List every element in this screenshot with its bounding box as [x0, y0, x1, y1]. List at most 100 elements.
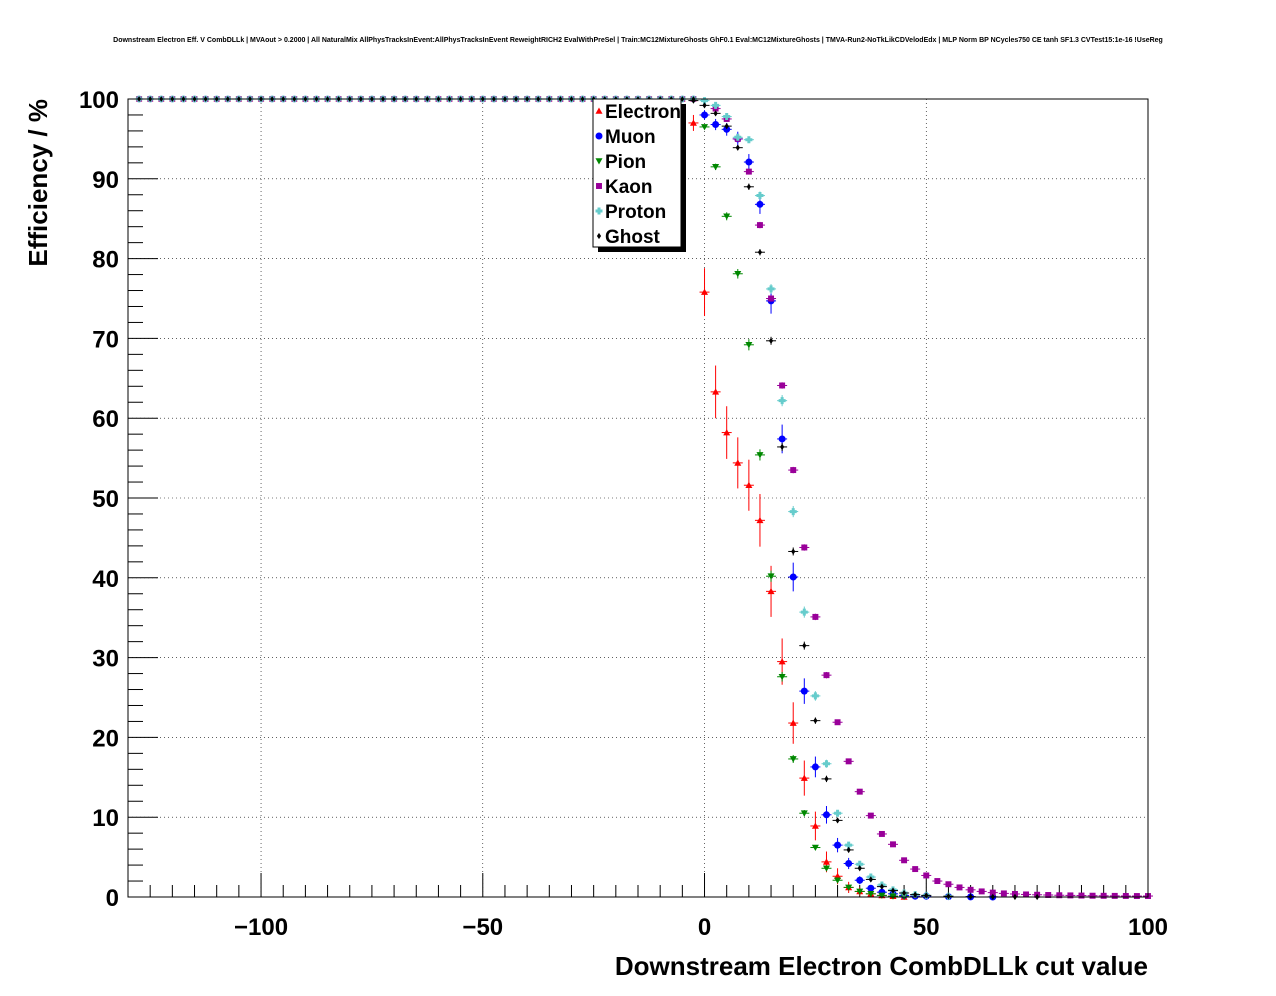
- data-point-electron: [756, 516, 764, 524]
- data-point-ghost: [946, 893, 951, 900]
- data-point-kaon: [790, 467, 797, 474]
- data-point-electron: [789, 719, 797, 726]
- data-point-pion: [745, 341, 753, 349]
- data-point-kaon: [956, 884, 963, 891]
- data-point-ghost: [813, 717, 818, 724]
- data-point-ghost: [702, 102, 707, 109]
- legend-marker-electron: [595, 107, 603, 114]
- legend-marker-proton: [595, 207, 603, 215]
- data-point-kaon: [834, 719, 841, 726]
- data-point-ghost: [890, 887, 896, 894]
- data-point-proton: [756, 192, 764, 200]
- y-axis-title: Efficiency / %: [23, 99, 53, 267]
- data-point-pion: [845, 884, 853, 891]
- data-point-muon: [745, 158, 753, 166]
- data-point-kaon: [1067, 892, 1074, 899]
- data-point-electron: [745, 481, 753, 489]
- data-point-proton: [734, 133, 742, 141]
- data-point-muon: [845, 859, 853, 867]
- legend: Electron Muon Pion Kaon Proton Ghost: [592, 98, 686, 252]
- data-point-kaon: [1089, 892, 1096, 899]
- data-point-proton: [811, 692, 819, 700]
- x-tick-label: 0: [698, 914, 711, 941]
- data-point-ghost: [791, 548, 796, 555]
- data-point-electron: [800, 774, 808, 781]
- legend-box: [592, 98, 682, 248]
- data-point-electron: [822, 858, 830, 865]
- x-tick-label: −100: [234, 914, 288, 941]
- data-point-electron: [712, 388, 720, 395]
- data-point-muon: [800, 687, 808, 695]
- data-point-kaon: [1122, 892, 1129, 899]
- data-point-proton: [723, 113, 731, 121]
- data-point-kaon: [923, 872, 930, 879]
- data-point-ghost: [901, 889, 907, 897]
- x-tick-label: 100: [1128, 914, 1168, 941]
- y-tick-label: 70: [92, 326, 119, 353]
- data-point-electron: [778, 658, 786, 665]
- data-point-kaon: [978, 888, 985, 895]
- y-tick-label: 60: [92, 406, 119, 433]
- data-point-proton: [822, 760, 830, 768]
- data-point-ghost: [802, 642, 807, 649]
- data-point-pion: [778, 673, 786, 681]
- y-tick-label: 50: [92, 486, 119, 513]
- data-point-muon: [723, 125, 731, 133]
- x-axis-title: Downstream Electron CombDLLk cut value: [615, 951, 1148, 981]
- data-point-kaon: [945, 881, 952, 888]
- data-point-electron: [734, 459, 742, 466]
- data-point-proton: [834, 809, 842, 817]
- x-tick-labels: −100 −50 0 50 100: [234, 914, 1168, 941]
- x-tick-label: 50: [913, 914, 940, 941]
- x-tick-label: −50: [462, 914, 503, 941]
- data-point-ghost: [824, 775, 829, 783]
- data-point-pion: [811, 844, 819, 852]
- data-point-ghost: [757, 249, 763, 256]
- data-point-proton: [800, 608, 808, 616]
- data-point-proton: [767, 285, 775, 293]
- data-point-kaon: [779, 382, 786, 389]
- data-point-ghost: [724, 122, 729, 130]
- y-tick-label: 10: [92, 805, 119, 832]
- data-point-proton: [789, 508, 797, 516]
- data-point-kaon: [1000, 890, 1007, 897]
- legend-label-ghost: Ghost: [605, 227, 661, 248]
- y-tick-label: 20: [92, 725, 119, 752]
- data-point-electron: [689, 119, 697, 126]
- data-point-proton: [745, 136, 753, 144]
- data-point-muon: [834, 841, 842, 849]
- data-point-pion: [756, 452, 764, 459]
- data-point-muon: [778, 435, 786, 443]
- data-point-kaon: [989, 889, 996, 896]
- data-point-muon: [789, 573, 797, 581]
- series-electron: [688, 114, 910, 900]
- data-point-pion: [822, 865, 830, 872]
- data-point-pion: [878, 892, 886, 899]
- legend-label-pion: Pion: [605, 152, 646, 173]
- data-point-ghost: [735, 144, 740, 151]
- data-point-electron: [723, 429, 731, 436]
- data-point-muon: [856, 876, 864, 884]
- data-point-kaon: [1133, 893, 1140, 900]
- y-tick-label: 30: [92, 646, 119, 673]
- data-point-pion: [701, 124, 709, 131]
- series-muon: [699, 110, 998, 901]
- data-point-kaon: [812, 613, 819, 620]
- legend-marker-muon: [595, 132, 603, 140]
- data-point-kaon: [1078, 892, 1085, 899]
- data-point-kaon: [1100, 892, 1107, 899]
- data-point-ghost: [846, 846, 851, 854]
- data-point-pion: [867, 891, 875, 898]
- data-point-pion: [723, 213, 731, 220]
- data-point-muon: [756, 200, 764, 208]
- y-tick-label: 40: [92, 566, 119, 593]
- data-point-electron: [767, 587, 775, 595]
- legend-marker-ghost: [596, 232, 602, 240]
- data-point-muon: [701, 111, 709, 119]
- y-tick-label: 90: [92, 167, 119, 194]
- data-point-kaon: [967, 886, 974, 893]
- data-point-kaon: [1056, 892, 1063, 899]
- legend-label-kaon: Kaon: [605, 177, 653, 198]
- data-point-proton: [778, 397, 786, 405]
- data-point-ghost: [780, 443, 785, 451]
